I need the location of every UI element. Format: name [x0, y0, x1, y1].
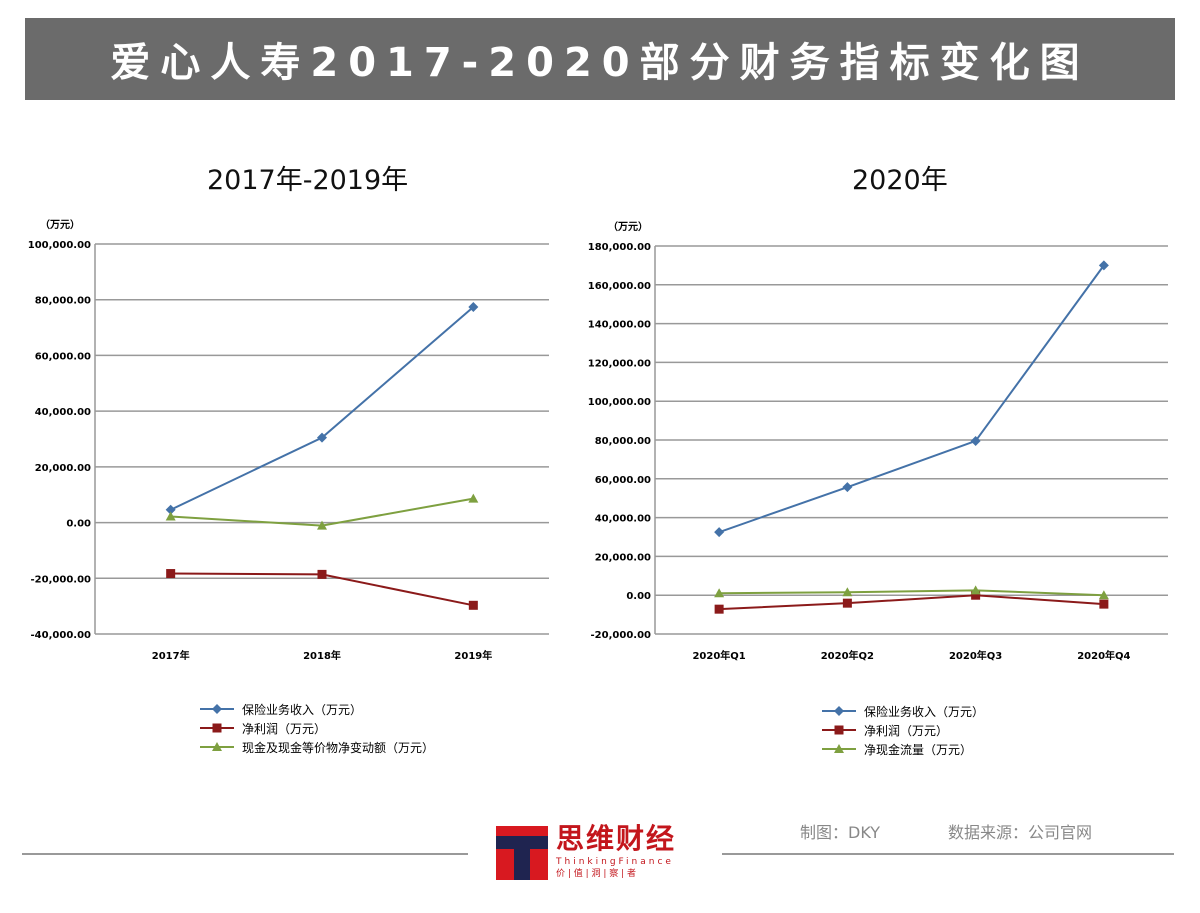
- data-point: [1098, 590, 1109, 600]
- data-point: [317, 432, 327, 443]
- data-point: [165, 504, 176, 515]
- data-point: [468, 493, 479, 503]
- series-line: [170, 306, 474, 511]
- y-tick-label: -20,000.00: [31, 574, 91, 585]
- y-tick-label: 0.00: [626, 591, 651, 602]
- y-tick-label: 160,000.00: [588, 281, 651, 292]
- legend-marker: [834, 744, 844, 753]
- data-point: [842, 482, 853, 493]
- y-tick-label: -20,000.00: [591, 630, 651, 641]
- y-tick-label: 180,000.00: [588, 242, 651, 253]
- y-tick-label: 100,000.00: [588, 397, 651, 408]
- y-tick-label: 60,000.00: [595, 475, 651, 486]
- y-tick-label: 140,000.00: [588, 320, 651, 331]
- data-point: [1098, 260, 1109, 271]
- legend-label: 净现金流量（万元）: [864, 742, 972, 757]
- divider-left: [22, 853, 468, 855]
- data-point: [842, 598, 852, 608]
- series-line: [719, 594, 1104, 611]
- logo-icon: [496, 826, 548, 880]
- legend-marker: [212, 742, 222, 751]
- y-tick-label: 80,000.00: [595, 436, 651, 447]
- y-tick-label: -40,000.00: [31, 630, 91, 641]
- data-point: [1099, 599, 1109, 609]
- x-tick-label: 2019年: [454, 649, 492, 662]
- data-point: [714, 527, 725, 538]
- data-point: [714, 604, 724, 614]
- data-point: [317, 569, 327, 579]
- x-tick-label: 2020年Q2: [821, 649, 874, 662]
- series-line: [719, 589, 1104, 597]
- legend-label: 保险业务收入（万元）: [864, 704, 984, 719]
- y-tick-label: 40,000.00: [35, 407, 91, 418]
- legend-label: 净利润（万元）: [242, 722, 326, 736]
- legend-marker: [834, 725, 844, 735]
- chart-title-left: 2017年-2019年: [207, 165, 409, 196]
- legend-marker: [212, 723, 222, 733]
- legend-label: 净利润（万元）: [864, 724, 948, 738]
- data-point: [970, 585, 981, 595]
- data-point: [468, 600, 478, 610]
- y-tick-label: 80,000.00: [35, 296, 91, 307]
- data-point: [165, 511, 176, 521]
- data-point: [714, 588, 725, 598]
- brand-name: 思维财经: [556, 822, 677, 855]
- y-tick-label: 120,000.00: [588, 358, 651, 369]
- data-point: [317, 520, 327, 530]
- x-tick-label: 2017年: [152, 649, 190, 662]
- x-tick-label: 2020年Q4: [1077, 649, 1130, 662]
- y-tick-label: 60,000.00: [35, 351, 91, 362]
- y-tick-label: 100,000.00: [28, 240, 91, 251]
- x-tick-label: 2018年: [303, 649, 341, 662]
- series-line: [718, 264, 1105, 534]
- y-tick-label: 20,000.00: [35, 463, 91, 474]
- data-point: [468, 301, 479, 312]
- data-point: [970, 435, 981, 446]
- y-tick-label: 20,000.00: [595, 552, 651, 563]
- brand-slogan: 价 | 值 | 洞 | 察 | 者: [556, 869, 637, 879]
- y-tick-label: 40,000.00: [595, 514, 651, 525]
- unit-label: （万元）: [40, 218, 80, 231]
- legend-label: 现金及现金等价物净变动额（万元）: [242, 740, 434, 755]
- data-point: [166, 569, 176, 579]
- data-point: [971, 590, 981, 600]
- maker-text: 制图：DKY: [800, 823, 881, 842]
- legend-marker: [834, 706, 844, 716]
- brand-en: ThinkingFinance: [556, 857, 674, 867]
- x-tick-label: 2020年Q1: [692, 649, 745, 662]
- source-text: 数据来源：公司官网: [948, 823, 1093, 842]
- page-title: 爱心人寿2017-2020部分财务指标变化图: [25, 18, 1175, 100]
- x-tick-label: 2020年Q3: [949, 649, 1002, 662]
- divider-right: [722, 853, 1174, 855]
- y-tick-label: 0.00: [66, 519, 91, 530]
- legend-label: 保险业务收入（万元）: [242, 702, 362, 717]
- data-point: [842, 587, 853, 597]
- legend-marker: [212, 704, 222, 714]
- chart-title-right: 2020年: [852, 165, 948, 196]
- unit-label: （万元）: [608, 220, 648, 233]
